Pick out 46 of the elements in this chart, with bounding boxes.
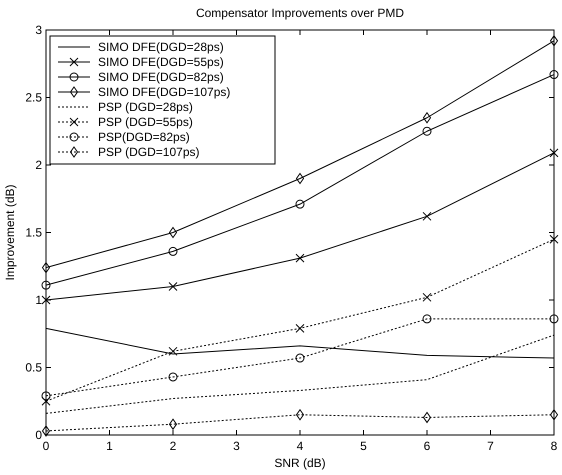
point bbox=[42, 280, 50, 290]
x-tick-label: 6 bbox=[424, 439, 431, 453]
point bbox=[168, 246, 178, 256]
point bbox=[296, 254, 304, 263]
point bbox=[169, 227, 177, 238]
point bbox=[550, 70, 558, 80]
point bbox=[168, 372, 178, 382]
legend-label: PSP (DGD=55ps) bbox=[98, 115, 193, 129]
chart-title: Compensator Improvements over PMD bbox=[196, 6, 404, 20]
x-tick-label: 4 bbox=[296, 439, 304, 453]
point bbox=[422, 126, 432, 136]
point bbox=[550, 234, 558, 244]
y-tick-label: 0 bbox=[35, 428, 42, 442]
point bbox=[422, 292, 432, 302]
point bbox=[422, 212, 432, 221]
point bbox=[42, 391, 50, 400]
x-axis-title: SNR (dB) bbox=[274, 456, 326, 470]
x-tick-label: 3 bbox=[233, 439, 240, 453]
point bbox=[296, 173, 304, 184]
point bbox=[550, 314, 558, 324]
point bbox=[296, 200, 304, 209]
y-tick-label: 3 bbox=[35, 23, 42, 37]
point bbox=[296, 324, 304, 333]
x-tick-label: 2 bbox=[170, 439, 177, 453]
legend-label: SIMO DFE(DGD=55ps) bbox=[98, 55, 224, 69]
point bbox=[422, 314, 432, 324]
point bbox=[296, 354, 304, 363]
point bbox=[168, 346, 178, 356]
legend-label: PSP (DGD=28ps) bbox=[98, 100, 193, 114]
x-tick-label: 1 bbox=[106, 439, 114, 453]
legend-label: SIMO DFE(DGD=107ps) bbox=[98, 85, 230, 99]
y-tick-label: 1.5 bbox=[25, 226, 42, 240]
legend-label: SIMO DFE(DGD=82ps) bbox=[98, 70, 224, 84]
y-axis-title: Improvement (dB) bbox=[3, 184, 17, 281]
legend-label: SIMO DFE(DGD=28ps) bbox=[98, 40, 224, 54]
x-tick-label: 5 bbox=[360, 439, 368, 453]
legend-label: PSP (DGD=107ps) bbox=[98, 145, 200, 159]
y-tick-label: 0.5 bbox=[25, 360, 42, 374]
y-tick-label: 1 bbox=[35, 293, 42, 307]
point bbox=[550, 148, 558, 158]
x-tick-label: 8 bbox=[550, 439, 558, 453]
y-tick-label: 2 bbox=[35, 158, 42, 172]
point bbox=[168, 282, 178, 291]
legend-label: PSP(DGD=82ps) bbox=[98, 130, 190, 144]
x-tick-label: 7 bbox=[487, 439, 494, 453]
y-tick-label: 2.5 bbox=[25, 90, 42, 104]
